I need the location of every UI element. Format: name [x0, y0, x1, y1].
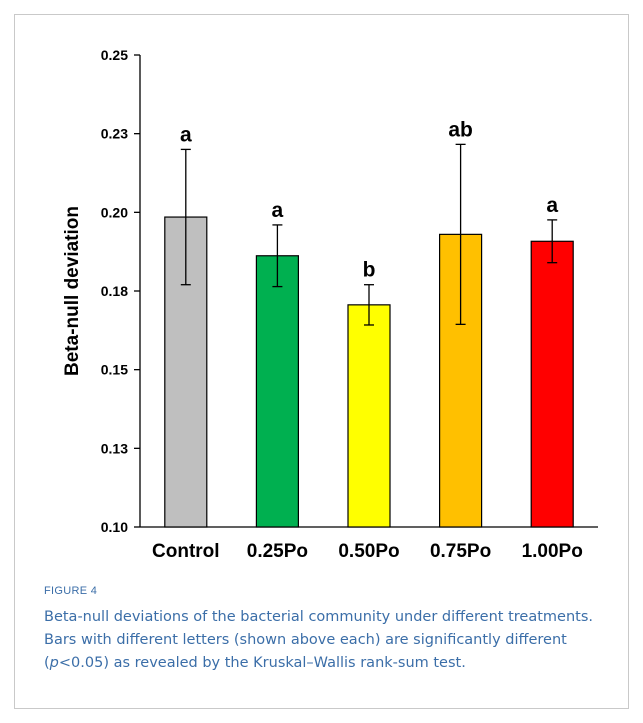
x-tick-label: 0.75Po	[430, 541, 491, 562]
y-axis: 0.10 0.13 0.15 0.18 0.20 0.23 0.25	[101, 47, 141, 535]
y-tick-label: 0.23	[101, 126, 128, 142]
x-tick-label: 0.50Po	[338, 541, 399, 562]
significance-letter: a	[272, 199, 284, 222]
y-tick-label: 0.13	[101, 440, 128, 456]
x-tick-label: 1.00Po	[522, 541, 583, 562]
figure-caption: Beta-null deviations of the bacterial co…	[44, 606, 604, 675]
x-axis: Control 0.25Po 0.50Po 0.75Po 1.00Po	[140, 526, 598, 562]
y-tick-label: 0.25	[101, 47, 128, 63]
y-tick-label: 0.20	[101, 204, 128, 220]
caption-p-symbol: p	[49, 655, 59, 671]
y-axis-label: Beta-null deviation	[62, 206, 83, 376]
x-tick-label: Control	[152, 541, 220, 562]
y-tick-label: 0.10	[101, 519, 128, 535]
bar	[530, 240, 574, 528]
caption-text-start: Beta-null deviations of the bacterial co…	[44, 609, 593, 671]
y-tick-label: 0.18	[101, 283, 128, 299]
significance-letter: a	[546, 194, 558, 217]
caption-text-end: <0.05) as revealed by the Kruskal–Wallis…	[58, 655, 466, 671]
bar	[347, 304, 391, 528]
significance-letter: ab	[448, 118, 473, 141]
bar	[255, 255, 299, 528]
significance-letter: a	[180, 123, 192, 146]
x-tick-label: 0.25Po	[247, 541, 308, 562]
bar-chart: 0.10 0.13 0.15 0.18 0.20 0.23 0.25 Control 0.25…	[62, 47, 598, 562]
significance-letter: b	[363, 259, 376, 282]
y-tick-label: 0.15	[101, 362, 128, 378]
figure-label: FIGURE 4	[44, 585, 98, 597]
figure-frame	[14, 14, 629, 709]
